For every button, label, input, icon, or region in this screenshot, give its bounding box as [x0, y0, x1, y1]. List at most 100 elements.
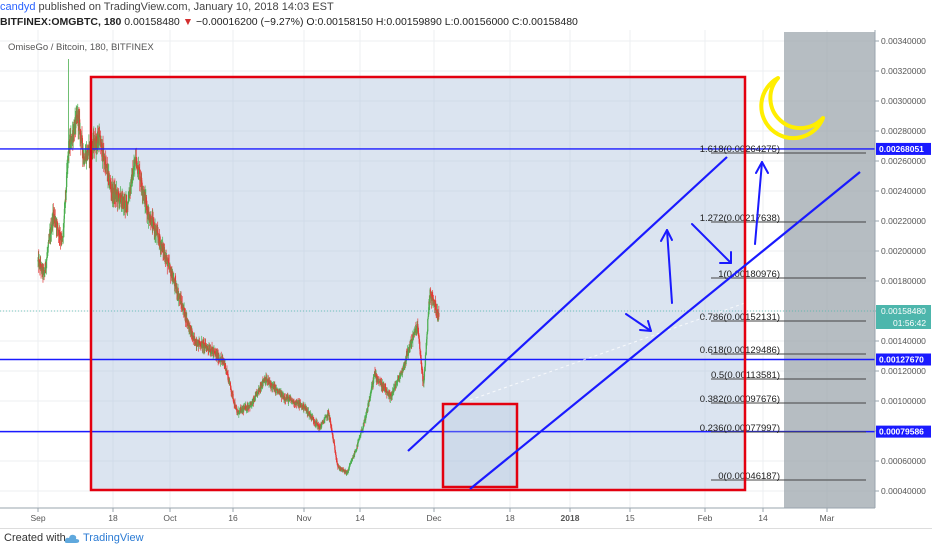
publish-info: candyd published on TradingView.com, Jan… — [0, 1, 334, 13]
symbol-label[interactable]: BITFINEX:OMGBTC, 180 — [0, 16, 122, 28]
candle — [42, 267, 44, 280]
candle — [305, 405, 307, 415]
arrow-down-right-icon — [691, 223, 732, 264]
candle — [64, 200, 66, 210]
candle — [66, 155, 69, 178]
candle — [147, 204, 150, 229]
candle — [143, 190, 145, 204]
tradingview-cloud-icon — [64, 534, 80, 543]
candle — [58, 225, 61, 246]
channel-lower-line[interactable] — [469, 171, 861, 490]
candle — [80, 132, 82, 156]
candle — [81, 130, 83, 150]
candle — [386, 387, 388, 397]
candle — [209, 344, 212, 354]
candle — [87, 144, 89, 161]
y-tick-label: 0.00280000 — [881, 126, 926, 136]
x-tick-label: 2018 — [561, 513, 580, 523]
candle — [160, 241, 162, 258]
candle — [224, 363, 227, 371]
candle — [438, 305, 440, 320]
candle — [240, 406, 243, 414]
candle — [195, 336, 197, 351]
y-tick-label: 0.00320000 — [881, 66, 926, 76]
candle — [414, 326, 416, 336]
candle — [152, 209, 154, 233]
created-with-text: Created with — [4, 532, 66, 544]
author-link[interactable]: candyd — [0, 1, 36, 13]
candle — [402, 364, 404, 372]
candle — [286, 393, 288, 400]
candle — [290, 395, 292, 404]
channel-upper-line[interactable] — [407, 156, 728, 452]
candle — [52, 203, 54, 235]
candle — [119, 193, 121, 209]
arrow-up-icon — [754, 161, 769, 245]
candle — [264, 376, 266, 385]
price-chart[interactable]: 1.618(0.00264275) 1.272(0.00217638) 1(0.00… — [0, 30, 932, 528]
small-red-box[interactable] — [441, 402, 519, 489]
candle — [154, 223, 157, 238]
candle — [112, 178, 114, 202]
candle — [304, 405, 306, 411]
candle — [198, 337, 201, 348]
time-axis[interactable]: Sep 18 Oct 16 Nov 14 Dec 18 2018 15 Feb 14 Mar — [0, 507, 875, 528]
candle — [226, 365, 228, 376]
candle — [422, 368, 424, 387]
candle — [419, 347, 421, 356]
candle — [262, 378, 264, 386]
candle — [313, 418, 316, 427]
candle — [66, 162, 68, 193]
candle — [242, 405, 244, 414]
candle — [421, 366, 424, 375]
tradingview-logo-text[interactable]: TradingView — [83, 532, 144, 544]
footer: Created with TradingView — [0, 528, 932, 551]
candle — [370, 381, 373, 394]
candle — [148, 207, 150, 215]
candle — [287, 395, 290, 406]
candle — [431, 290, 433, 301]
candle — [429, 295, 431, 311]
candle — [171, 277, 173, 282]
y-tick-label: 0.00040000 — [881, 486, 926, 496]
candle — [223, 360, 225, 369]
arrows — [625, 161, 769, 332]
candle — [322, 420, 324, 425]
big-red-box[interactable] — [89, 75, 747, 492]
candle — [202, 338, 204, 354]
fib-level-label: 1(0.00180976) — [718, 269, 780, 280]
candle — [139, 161, 141, 192]
candle — [105, 150, 107, 176]
level-price-label: 0.00079586 — [879, 427, 924, 437]
candle — [178, 291, 180, 307]
candle — [128, 191, 130, 203]
y-tick-label: 0.00220000 — [881, 216, 926, 226]
arrow-up-icon — [660, 229, 673, 304]
candle — [416, 320, 418, 334]
candle — [169, 264, 171, 271]
plot-background — [0, 30, 875, 508]
candle — [339, 466, 342, 472]
candle — [124, 193, 126, 213]
candle — [96, 131, 98, 154]
candle — [418, 335, 420, 342]
price-axis[interactable]: 0.00340000 0.00320000 0.00300000 0.00280000… — [874, 30, 932, 528]
candle — [254, 392, 256, 402]
candle — [418, 333, 420, 344]
fib-level-label: 0.236(0.00077997) — [700, 423, 780, 434]
candle — [67, 158, 69, 175]
candle — [163, 243, 165, 261]
candle — [94, 127, 96, 151]
candle — [403, 361, 406, 371]
candle — [393, 383, 395, 396]
candle — [180, 291, 182, 310]
candle — [395, 380, 398, 389]
candle — [388, 389, 390, 398]
candle — [167, 254, 170, 270]
candle — [187, 319, 189, 330]
candle — [183, 307, 186, 317]
candle — [400, 372, 402, 376]
candle — [390, 392, 392, 396]
candle — [408, 348, 410, 359]
candle — [45, 258, 48, 275]
